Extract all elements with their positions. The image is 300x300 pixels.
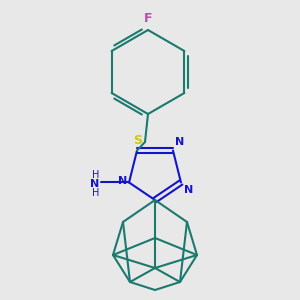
Text: N: N <box>118 176 127 187</box>
Text: H: H <box>92 188 99 199</box>
Text: N: N <box>90 179 99 190</box>
Text: H: H <box>92 170 99 181</box>
Text: N: N <box>175 136 184 147</box>
Text: F: F <box>144 12 152 25</box>
Text: S: S <box>133 134 142 146</box>
Text: N: N <box>184 185 193 196</box>
